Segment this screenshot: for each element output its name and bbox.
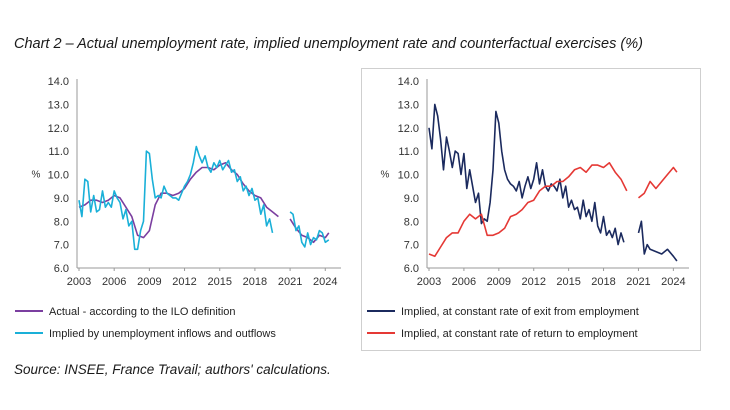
series-line-2: [637, 166, 678, 199]
x-tick-label: 2015: [207, 276, 231, 288]
x-tick-label: 2015: [556, 276, 580, 288]
x-tick-label: 2018: [591, 276, 615, 288]
legend-label-2: Implied, at constant rate of return to e…: [401, 328, 638, 340]
y-tick-label: 8.0: [54, 216, 69, 228]
x-tick-label: 2021: [626, 276, 650, 288]
y-tick-label: 14.0: [398, 76, 419, 88]
x-tick-label: 2012: [172, 276, 196, 288]
series-line-1: [637, 220, 678, 262]
y-tick-label: 12.0: [48, 123, 69, 135]
y-tick-label: 9.0: [404, 193, 419, 205]
legend-label-1: Implied, at constant rate of exit from e…: [401, 306, 639, 318]
source-note: Source: INSEE, France Travail; authors' …: [14, 362, 331, 377]
x-tick-label: 2006: [452, 276, 476, 288]
legend-label-2: Implied by unemployment inflows and outf…: [49, 328, 276, 340]
series-line-1: [78, 162, 279, 239]
x-tick-label: 2018: [243, 276, 267, 288]
y-tick-label: 6.0: [54, 263, 69, 275]
x-tick-label: 2024: [313, 276, 337, 288]
y-tick-label: 10.0: [48, 170, 69, 182]
x-tick-label: 2003: [67, 276, 91, 288]
y-axis-label: %: [32, 170, 41, 181]
y-tick-label: 14.0: [48, 76, 69, 88]
y-tick-label: 13.0: [48, 99, 69, 111]
x-tick-label: 2009: [487, 276, 511, 288]
y-tick-label: 12.0: [398, 123, 419, 135]
series-line-2: [428, 162, 628, 258]
x-tick-label: 2021: [278, 276, 302, 288]
series-line-2: [78, 145, 274, 251]
x-tick-label: 2003: [417, 276, 441, 288]
x-tick-label: 2009: [137, 276, 161, 288]
right-chart: 6.0 7.0 8.0 9.0 10.0 11.0 12.0 13.0 14.0% 2003 200…: [367, 76, 689, 340]
y-tick-label: 11.0: [398, 146, 419, 158]
right-panel-frame: [361, 68, 701, 351]
series-line-2: [289, 211, 330, 248]
y-tick-label: 13.0: [398, 99, 419, 111]
legend-label-1: Actual - according to the ILO definition: [49, 306, 236, 318]
y-tick-label: 7.0: [404, 240, 419, 252]
y-tick-label: 7.0: [54, 240, 69, 252]
y-tick-label: 6.0: [404, 263, 419, 275]
x-tick-label: 2024: [661, 276, 685, 288]
y-axis-label: %: [381, 170, 390, 181]
y-tick-label: 8.0: [404, 216, 419, 228]
chart-title: Chart 2 – Actual unemployment rate, impl…: [14, 36, 643, 52]
left-chart: 6.0 7.0 8.0 9.0 10.0 11.0 12.0 13.0 14.0% 2003 200…: [15, 76, 341, 340]
x-tick-label: 2006: [102, 276, 126, 288]
x-tick-label: 2012: [521, 276, 545, 288]
y-tick-label: 9.0: [54, 193, 69, 205]
y-tick-label: 11.0: [48, 146, 69, 158]
y-tick-label: 10.0: [398, 170, 419, 182]
series-line-1: [428, 103, 625, 246]
